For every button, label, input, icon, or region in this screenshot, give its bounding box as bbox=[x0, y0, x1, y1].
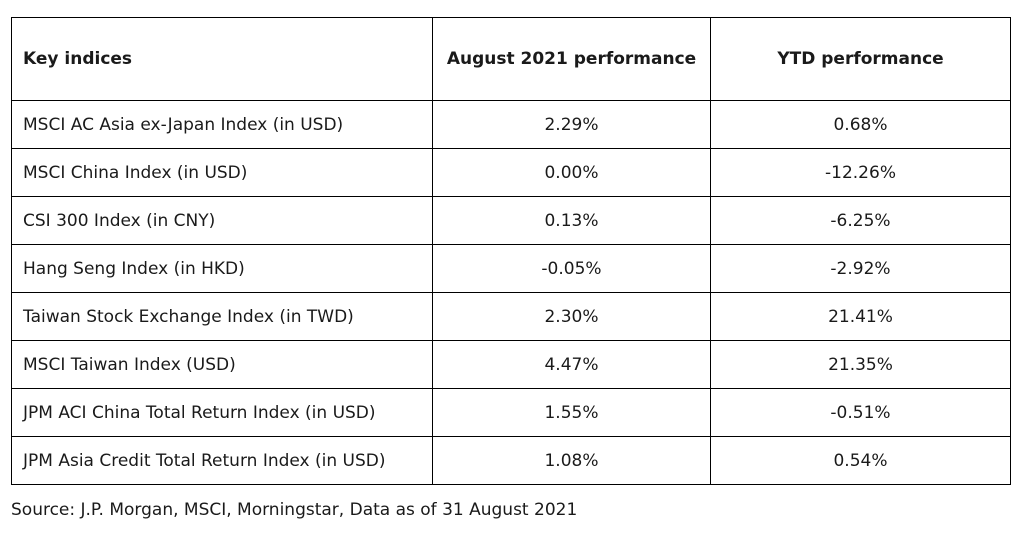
august-performance-cell: 0.00% bbox=[432, 148, 711, 197]
index-name-cell: MSCI Taiwan Index (USD) bbox=[11, 340, 433, 389]
table-row: Hang Seng Index (in HKD) -0.05% -2.92% bbox=[11, 244, 1011, 293]
header-row: Key indices August 2021 performance YTD … bbox=[11, 17, 1011, 101]
index-name-cell: MSCI AC Asia ex-Japan Index (in USD) bbox=[11, 100, 433, 149]
index-name-cell: CSI 300 Index (in CNY) bbox=[11, 196, 433, 245]
ytd-performance-cell: -0.51% bbox=[710, 388, 1011, 437]
header-ytd-performance: YTD performance bbox=[710, 17, 1011, 101]
table-row: Taiwan Stock Exchange Index (in TWD) 2.3… bbox=[11, 292, 1011, 341]
ytd-performance-cell: 21.41% bbox=[710, 292, 1011, 341]
header-august-performance: August 2021 performance bbox=[432, 17, 711, 101]
table-body: MSCI AC Asia ex-Japan Index (in USD) 2.2… bbox=[11, 100, 1011, 485]
august-performance-cell: 0.13% bbox=[432, 196, 711, 245]
source-note: Source: J.P. Morgan, MSCI, Morningstar, … bbox=[11, 500, 578, 520]
table-row: JPM ACI China Total Return Index (in USD… bbox=[11, 388, 1011, 437]
header-key-indices: Key indices bbox=[11, 17, 433, 101]
index-name-cell: Taiwan Stock Exchange Index (in TWD) bbox=[11, 292, 433, 341]
table-row: CSI 300 Index (in CNY) 0.13% -6.25% bbox=[11, 196, 1011, 245]
table-row: MSCI AC Asia ex-Japan Index (in USD) 2.2… bbox=[11, 100, 1011, 149]
ytd-performance-cell: -12.26% bbox=[710, 148, 1011, 197]
august-performance-cell: 1.55% bbox=[432, 388, 711, 437]
index-name-cell: JPM Asia Credit Total Return Index (in U… bbox=[11, 436, 433, 485]
performance-table: Key indices August 2021 performance YTD … bbox=[11, 17, 1011, 485]
table-header: Key indices August 2021 performance YTD … bbox=[11, 17, 1011, 101]
ytd-performance-cell: -2.92% bbox=[710, 244, 1011, 293]
ytd-performance-cell: 0.54% bbox=[710, 436, 1011, 485]
index-name-cell: JPM ACI China Total Return Index (in USD… bbox=[11, 388, 433, 437]
table-row: MSCI Taiwan Index (USD) 4.47% 21.35% bbox=[11, 340, 1011, 389]
ytd-performance-cell: 0.68% bbox=[710, 100, 1011, 149]
table-row: JPM Asia Credit Total Return Index (in U… bbox=[11, 436, 1011, 485]
index-name-cell: Hang Seng Index (in HKD) bbox=[11, 244, 433, 293]
august-performance-cell: 1.08% bbox=[432, 436, 711, 485]
august-performance-cell: -0.05% bbox=[432, 244, 711, 293]
august-performance-cell: 4.47% bbox=[432, 340, 711, 389]
august-performance-cell: 2.30% bbox=[432, 292, 711, 341]
ytd-performance-cell: -6.25% bbox=[710, 196, 1011, 245]
august-performance-cell: 2.29% bbox=[432, 100, 711, 149]
ytd-performance-cell: 21.35% bbox=[710, 340, 1011, 389]
index-name-cell: MSCI China Index (in USD) bbox=[11, 148, 433, 197]
table-row: MSCI China Index (in USD) 0.00% -12.26% bbox=[11, 148, 1011, 197]
